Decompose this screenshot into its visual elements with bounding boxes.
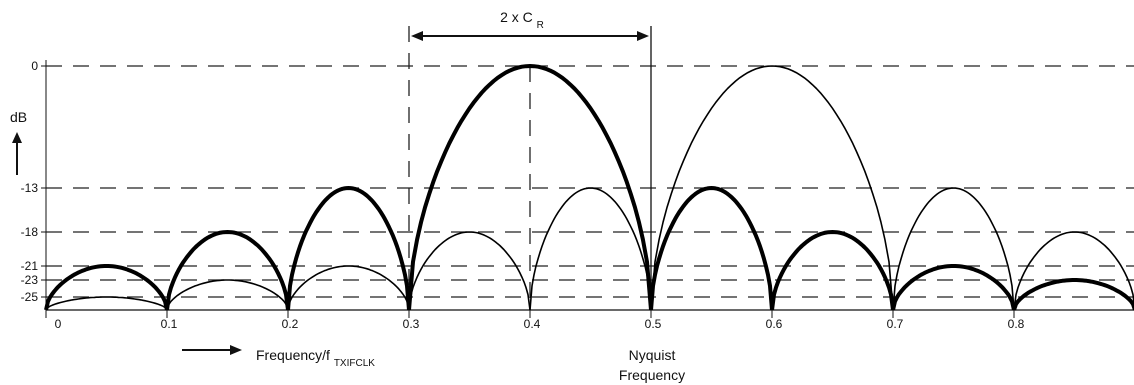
x-tick-label: 0.1 (161, 317, 178, 331)
lobe-curve (286, 186, 411, 311)
lobe-curve (891, 264, 1016, 311)
y-tick-label: -18 (21, 225, 39, 239)
x-axis-label: Frequency/f TXIFCLK (256, 347, 375, 369)
x-tick-label: 0.2 (282, 317, 299, 331)
lobe-curve (1013, 231, 1134, 311)
x-tick-label: 0.5 (645, 317, 662, 331)
lobe-curve (1012, 278, 1134, 311)
lobe-curve (650, 65, 894, 311)
bandwidth-arrow-right (637, 31, 649, 41)
series-thin (45, 65, 1134, 311)
x-tick-label: 0.8 (1008, 317, 1025, 331)
y-tick-label: 0 (31, 59, 38, 73)
x-tick-label: 0.3 (403, 317, 420, 331)
lobe-curve (529, 187, 652, 311)
x-tick-label: 0.4 (524, 317, 541, 331)
lobe-curve (649, 186, 774, 311)
freq-arrow-head (230, 345, 242, 355)
y-axis-label: dB (10, 109, 27, 125)
bandwidth-label-main: 2 x C (500, 9, 533, 25)
lobe-curve (165, 230, 290, 311)
bandwidth-arrow-left (411, 31, 423, 41)
y-tick-label: -23 (21, 273, 39, 287)
lobe-curve (407, 64, 653, 311)
lobe-curve (166, 279, 289, 311)
labels: dB Frequency/f TXIFCLK Nyquist Frequency… (10, 9, 685, 383)
lobe-curve (408, 231, 531, 311)
y-tick-label: -13 (21, 181, 39, 195)
x-axis-label-sub: TXIFCLK (334, 358, 375, 369)
y-tick-label: -21 (21, 259, 39, 273)
y-tick-label: -25 (21, 290, 39, 304)
lobe-curve (770, 230, 895, 311)
db-arrow-head (12, 132, 22, 143)
bandwidth-label: 2 x C R (500, 9, 544, 31)
bandwidth-label-sub: R (537, 20, 544, 31)
lobe-curve (287, 265, 410, 311)
nyquist-label-line1: Nyquist (629, 347, 676, 363)
lobe-curve (45, 296, 168, 311)
lobe-curve (892, 187, 1015, 311)
x-tick-label: 0.6 (766, 317, 783, 331)
x-tick-label: 0 (55, 317, 62, 331)
x-tick-label: 0.7 (887, 317, 904, 331)
axes: 0 -13 -18 -21-23 -25 0 0.1 0.2 0.3 0.4 0.5 0.6 0.7 0.… (12, 31, 1134, 355)
x-axis-label-main: Frequency/f (256, 347, 330, 363)
series-curves (44, 64, 1134, 311)
nyquist-label-line2: Frequency (619, 367, 685, 383)
series-thick (44, 64, 1134, 311)
lobe-curve (44, 264, 169, 311)
